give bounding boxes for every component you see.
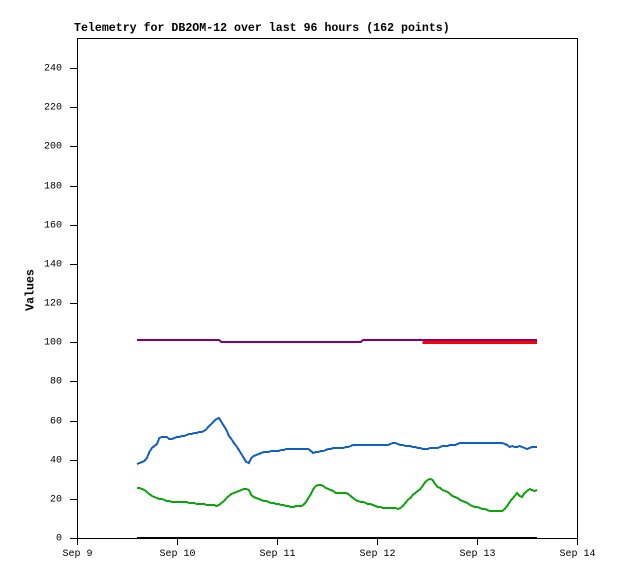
y-tick-label: 20 [49,494,62,505]
x-tick-label: Sep 12 [359,549,396,560]
series-line-green [137,477,538,512]
y-tick-label: 120 [43,298,62,309]
y-tick-label: 60 [49,416,62,427]
y-tick-label: 160 [43,220,62,231]
x-tick-label: Sep 14 [559,549,596,560]
series-line-blue [136,416,537,465]
y-axis-label: Values [24,269,38,311]
y-tick-label: 140 [43,259,62,270]
y-tick-label: 180 [43,181,62,192]
x-tick-label: Sep 13 [459,549,496,560]
y-tick-label: 200 [43,141,62,152]
x-tick-label: Sep 10 [159,549,196,560]
plot-frame [77,38,578,539]
y-tick-label: 40 [49,455,62,466]
y-tick-label: 240 [43,63,62,74]
chart-title: Telemetry for DB2OM-12 over last 96 hour… [74,22,450,35]
y-tick-label: 100 [43,337,62,348]
series-line-purple [137,339,537,343]
y-tick-label: 0 [55,533,62,544]
x-tick-label: Sep 9 [62,549,93,560]
y-tick-label: 80 [49,376,62,387]
y-tick-label: 220 [43,102,62,113]
x-tick-label: Sep 11 [259,549,296,560]
